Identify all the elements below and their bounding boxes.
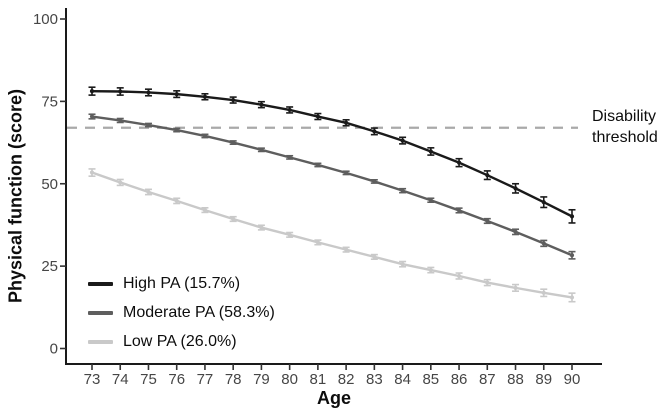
svg-text:84: 84 [394,371,411,388]
disability-threshold-label: Disability threshold [592,108,658,146]
svg-text:80: 80 [281,371,298,388]
legend-label-moderate-pa: Moderate PA (58.3%) [123,303,275,321]
svg-text:86: 86 [451,371,468,388]
svg-text:82: 82 [338,371,355,388]
legend: High PA (15.7%) Moderate PA (58.3%) Low … [88,274,275,361]
svg-text:83: 83 [366,371,383,388]
legend-label-low-pa: Low PA (26.0%) [123,332,237,350]
svg-text:79: 79 [253,371,270,388]
svg-text:75: 75 [140,371,157,388]
svg-text:74: 74 [112,371,129,388]
svg-text:77: 77 [197,371,214,388]
y-axis-title: Physical function (score) [5,88,26,304]
svg-text:25: 25 [41,258,58,275]
svg-text:87: 87 [479,371,496,388]
svg-text:85: 85 [422,371,439,388]
svg-text:100: 100 [33,11,58,28]
svg-text:73: 73 [84,371,101,388]
x-axis-title: Age [316,388,351,408]
legend-item-high-pa: High PA (15.7%) [88,274,275,293]
legend-swatch-high-pa [88,281,113,286]
legend-swatch-low-pa [88,339,113,344]
svg-text:76: 76 [168,371,185,388]
svg-text:78: 78 [225,371,242,388]
legend-item-low-pa: Low PA (26.0%) [88,332,275,351]
svg-text:81: 81 [310,371,327,388]
svg-text:89: 89 [535,371,552,388]
svg-text:88: 88 [507,371,524,388]
legend-item-moderate-pa: Moderate PA (58.3%) [88,303,275,322]
svg-text:90: 90 [564,371,581,388]
legend-label-high-pa: High PA (15.7%) [123,274,241,292]
svg-text:50: 50 [41,176,58,193]
svg-text:0: 0 [50,341,58,358]
legend-swatch-moderate-pa [88,310,113,315]
svg-text:75: 75 [41,93,58,110]
